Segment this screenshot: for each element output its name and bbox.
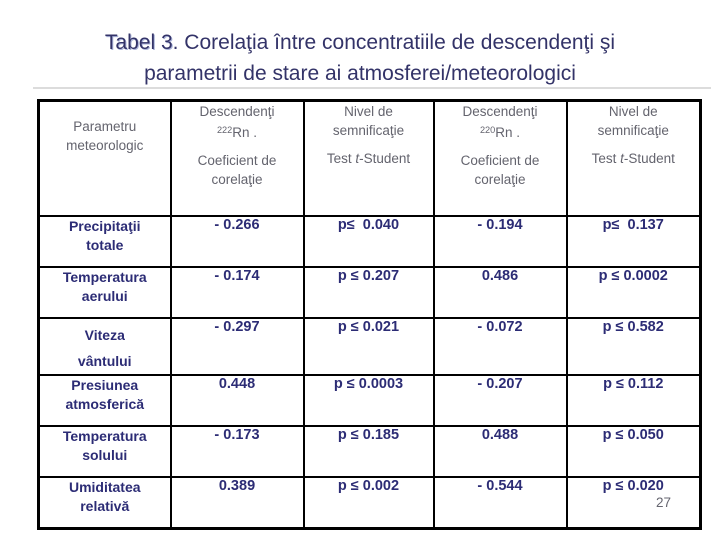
- table-header-row: Parametru meteorologic Descendenţi 222Rn …: [37, 99, 702, 217]
- coef-rn220-cell: - 0.544: [432, 476, 568, 530]
- coef-rn220-cell: - 0.207: [432, 374, 568, 427]
- coef-rn222-cell: - 0.266: [169, 215, 305, 268]
- correlation-table: Parametru meteorologic Descendenţi 222Rn …: [37, 99, 702, 530]
- isotope-220-superscript: 220: [479, 125, 496, 135]
- header-parametru-meteorologic: Parametru meteorologic: [37, 99, 172, 217]
- table-row: Presiunea atmosferică 0.448 p ≤ 0.0003 -…: [37, 374, 702, 427]
- coef-rn220-cell: - 0.194: [432, 215, 568, 268]
- table-number-label: Tabel 3: [104, 31, 173, 54]
- table-row: Temperatura aerului - 0.174 p ≤ 0.207 0.…: [37, 266, 702, 319]
- coef-rn222-cell: 0.389: [169, 476, 305, 530]
- pvalue-rn222-cell: p ≤ 0.0003: [302, 374, 435, 427]
- isotope-222-superscript: 222: [216, 125, 233, 135]
- correlation-table-container: Parametru meteorologic Descendenţi 222Rn …: [37, 99, 702, 530]
- pvalue-rn222-cell: p ≤ 0.207: [302, 266, 435, 319]
- pvalue-rn220-cell: p ≤ 0.020: [565, 476, 702, 530]
- header-nivel-semnificatie-1: Nivel de semnificaţie Test t-Student: [302, 99, 435, 217]
- pvalue-rn220-cell: p ≤ 0.0002: [565, 266, 702, 319]
- header-descendenti-rn222: Descendenţi 222Rn . Coeficient de corelaţ…: [169, 99, 305, 217]
- pvalue-rn222-cell: p ≤ 0.021: [302, 317, 435, 376]
- coef-rn222-cell: - 0.173: [169, 425, 305, 478]
- pvalue-rn222-cell: p ≤ 0.002: [302, 476, 435, 530]
- table-row: Precipitaţii totale - 0.266 p≤ 0.040 - 0…: [37, 215, 702, 268]
- coef-rn220-cell: 0.486: [432, 266, 568, 319]
- coef-rn222-cell: - 0.297: [169, 317, 305, 376]
- pvalue-rn220-cell: p ≤ 0.112: [565, 374, 702, 427]
- slide-title: Tabel 3. Corelaţia între concentratiile …: [0, 27, 720, 89]
- row-label: Viteza vântului: [37, 317, 172, 376]
- slide-page-number: 27: [656, 495, 672, 510]
- table-row: Temperatura solului - 0.173 p ≤ 0.185 0.…: [37, 425, 702, 478]
- coef-rn222-cell: 0.448: [169, 374, 305, 427]
- slide-title-line2: parametrii de stare ai atmosferei/meteor…: [144, 62, 576, 85]
- slide-title-line1: Tabel 3. Corelaţia între concentratiile …: [0, 27, 720, 58]
- row-label: Precipitaţii totale: [37, 215, 172, 268]
- row-label: Temperatura solului: [37, 425, 172, 478]
- coef-rn220-cell: 0.488: [432, 425, 568, 478]
- header-nivel-semnificatie-2: Nivel de semnificaţie Test t-Student: [565, 99, 702, 217]
- coef-rn222-cell: - 0.174: [169, 266, 305, 319]
- pvalue-rn222-cell: p≤ 0.040: [302, 215, 435, 268]
- row-label: Umiditatea relativă: [37, 476, 172, 530]
- horizontal-divider-line: [33, 87, 711, 89]
- table-row: Viteza vântului - 0.297 p ≤ 0.021 - 0.07…: [37, 317, 702, 376]
- pvalue-rn220-cell: p ≤ 0.050: [565, 425, 702, 478]
- pvalue-rn220-cell: p≤ 0.137: [565, 215, 702, 268]
- table-row: Umiditatea relativă 0.389 p ≤ 0.002 - 0.…: [37, 476, 702, 530]
- pvalue-rn222-cell: p ≤ 0.185: [302, 425, 435, 478]
- pvalue-rn220-cell: p ≤ 0.582: [565, 317, 702, 376]
- title-line1-rest: . Corelaţia între concentratiile de desc…: [172, 31, 616, 54]
- coef-rn220-cell: - 0.072: [432, 317, 568, 376]
- header-descendenti-rn220: Descendenţi 220Rn . Coeficient de corelaţ…: [432, 99, 568, 217]
- row-label: Presiunea atmosferică: [37, 374, 172, 427]
- row-label: Temperatura aerului: [37, 266, 172, 319]
